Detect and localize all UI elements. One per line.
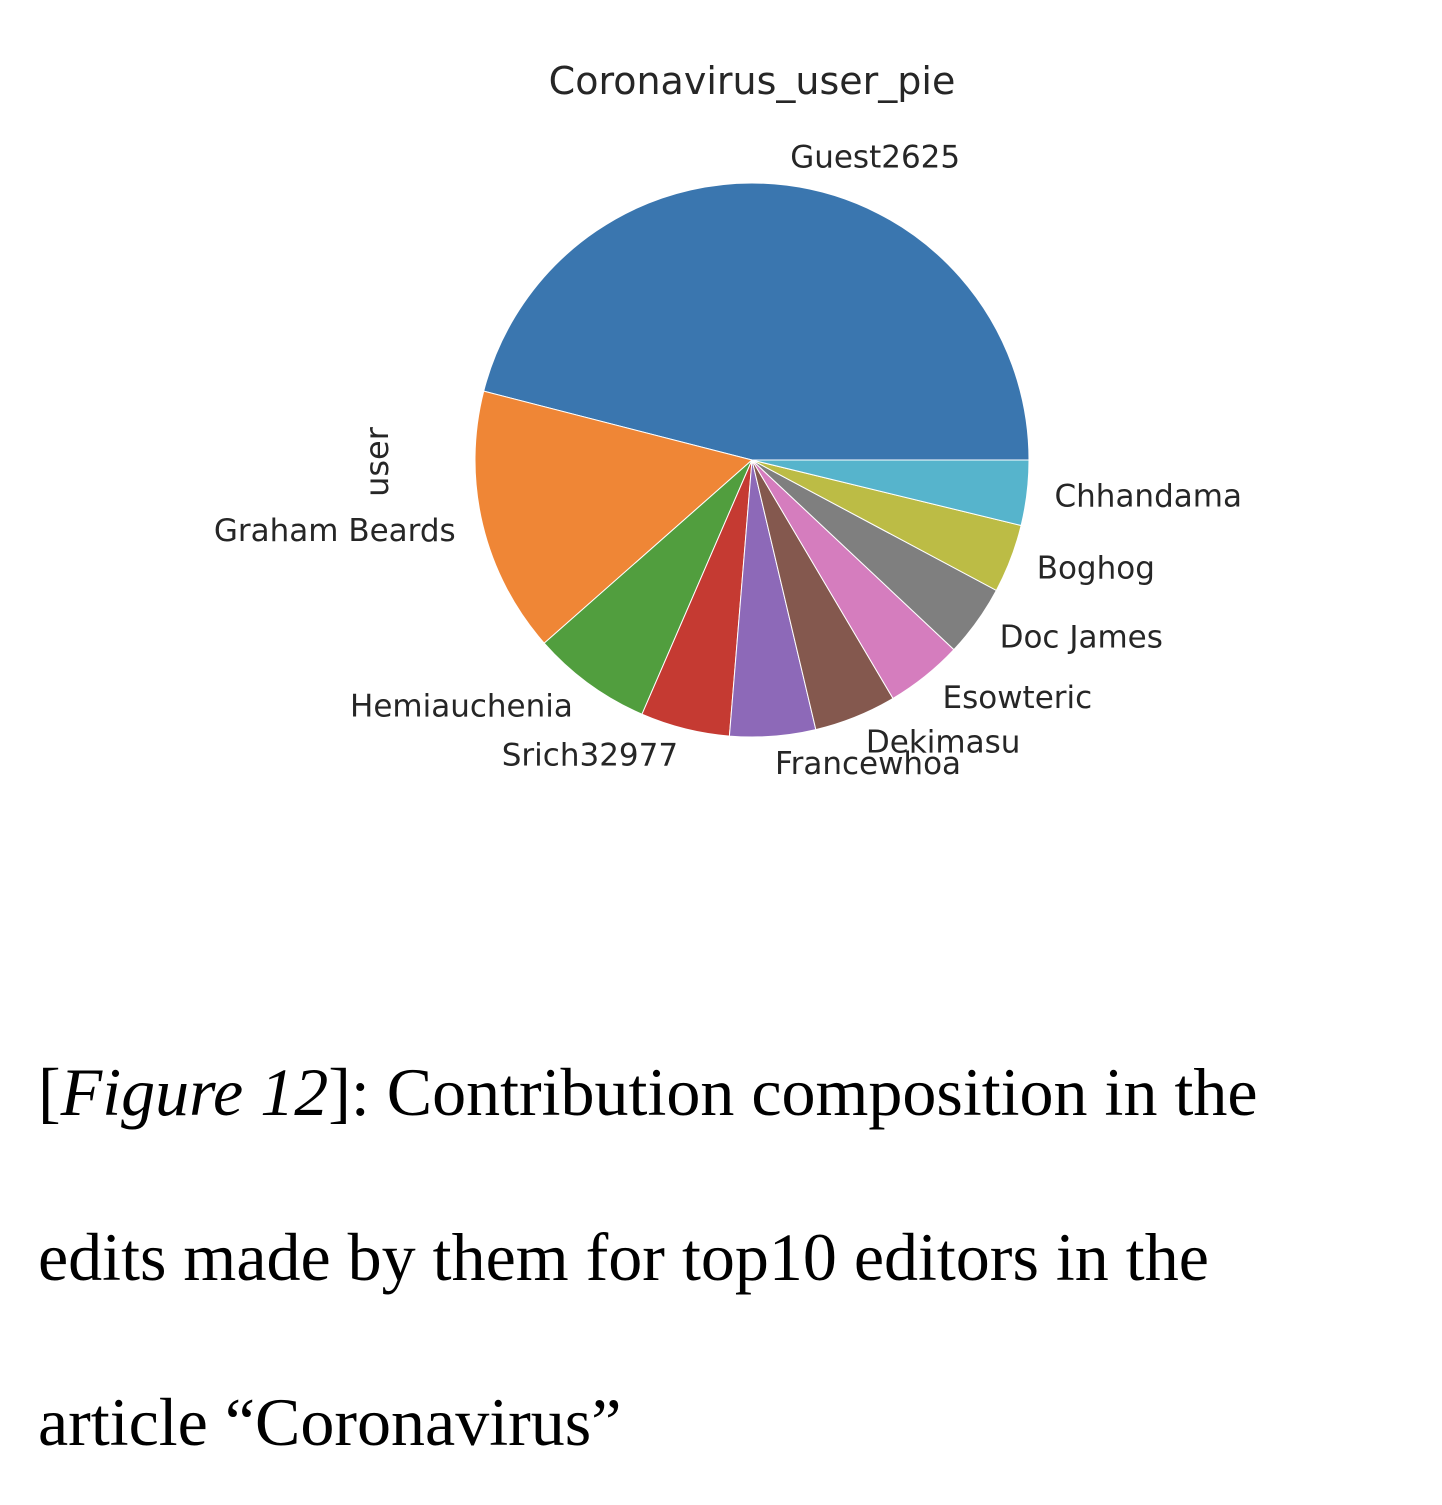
chart-ylabel: user bbox=[358, 426, 396, 497]
pie-label-hemiauchenia: Hemiauchenia bbox=[350, 689, 573, 725]
pie-slice-hemiauchenia bbox=[543, 459, 753, 715]
pie-label-chhandama: Chhandama bbox=[1055, 478, 1242, 514]
pie-label-francewhoa: Francewhoa bbox=[775, 746, 961, 782]
caption-line-3: article “Coronavirus” bbox=[38, 1384, 622, 1460]
pie-chart: Coronavirus_user_pie user Guest2625 Graha… bbox=[214, 59, 1242, 782]
pie-label-boghog: Boghog bbox=[1037, 551, 1155, 587]
pie-slice-graham-beards bbox=[474, 390, 754, 644]
chart-title: Coronavirus_user_pie bbox=[549, 59, 956, 103]
pie-label-guest2625: Guest2625 bbox=[790, 140, 960, 176]
figure-caption: [Figure 12]: Contribution composition in… bbox=[38, 1010, 1418, 1505]
caption-line-1: [Figure 12]: Contribution composition in… bbox=[38, 1054, 1258, 1130]
pie-label-dekimasu: Dekimasu bbox=[866, 725, 1021, 761]
pie-slice-guest2625 bbox=[483, 182, 1030, 461]
caption-line-1-text: : Contribution composition in the bbox=[350, 1054, 1258, 1130]
pie-label-doc-james: Doc James bbox=[1000, 620, 1163, 656]
caption-line-2: edits made by them for top10 editors in … bbox=[38, 1219, 1209, 1295]
caption-figure-ref: Figure 12 bbox=[60, 1054, 329, 1130]
pie-slices bbox=[474, 182, 1030, 738]
pie-label-srich32977: Srich32977 bbox=[502, 738, 678, 774]
pie-slice-chhandama bbox=[751, 459, 1030, 527]
pie-label-esowteric: Esowteric bbox=[943, 680, 1093, 716]
pie-label-graham-beards: Graham Beards bbox=[214, 513, 456, 549]
pie-labels: Guest2625 Graham Beards Hemiauchenia Srich3… bbox=[214, 140, 1242, 782]
